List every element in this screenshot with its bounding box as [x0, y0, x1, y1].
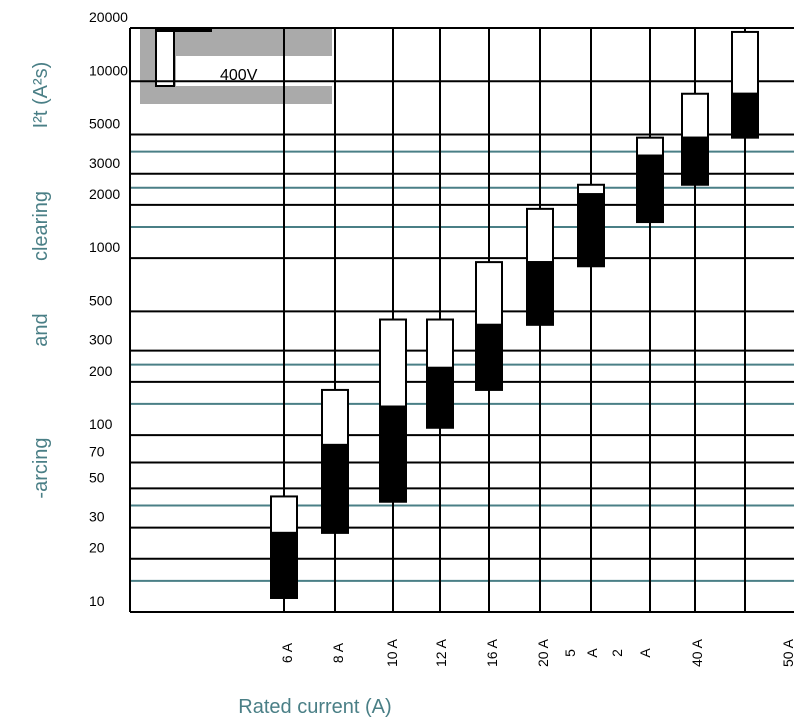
clearing-bar-8A: [321, 388, 349, 446]
y-tick-labels: 20000 10000 5000 3000 2000 1000 500 300 200 100 70…: [89, 9, 128, 609]
y-tick-label: 500: [89, 292, 113, 308]
voltage-annotation: 400V: [220, 67, 258, 84]
y-tick-label: 20000: [89, 9, 128, 25]
x-tick-label: 20 A: [535, 638, 551, 667]
y-tick-label: 3000: [89, 155, 120, 171]
y-tick-label: 300: [89, 332, 113, 348]
y-tick-label: 20: [89, 540, 105, 556]
pre-arcing-bar-32A: [636, 154, 664, 224]
y-tick-label: 10000: [89, 62, 128, 78]
y-tick-label: 200: [89, 363, 113, 379]
y-tick-label: 70: [89, 443, 105, 459]
y-tick-label: 30: [89, 509, 105, 525]
clearing-bar-20A: [526, 207, 554, 264]
x-tick-label: 50 A: [780, 638, 794, 667]
y-axis-title-part: I²t (A²s): [30, 62, 52, 129]
y-axis-title: -arcing and clearing I²t (A²s): [30, 62, 52, 499]
x-tick-label: 2: [609, 649, 625, 657]
clearing-bar-25A: [577, 183, 605, 196]
fuse-bars: [270, 30, 759, 599]
category-lines: [283, 28, 746, 612]
pre-arcing-bar-8A: [321, 443, 349, 534]
x-tick-label: 10 A: [384, 638, 400, 667]
clearing-bar-16A: [475, 261, 503, 326]
y-axis-title-part: clearing: [30, 191, 52, 261]
y-tick-label: 10: [89, 593, 105, 609]
y-tick-label: 50: [89, 469, 105, 485]
x-tick-label: 12 A: [433, 638, 449, 667]
pre-arcing-bar-10A: [379, 405, 407, 503]
y-tick-label: 1000: [89, 239, 120, 255]
y-tick-label: 2000: [89, 186, 120, 202]
pre-arcing-bar-20A: [526, 261, 554, 326]
pre-arcing-bar-16A: [475, 323, 503, 391]
x-axis-title: Rated current (A): [238, 696, 391, 718]
y-tick-label: 100: [89, 416, 113, 432]
x-tick-label: 40 A: [689, 638, 705, 667]
x-tick-label: 16 A: [484, 638, 500, 667]
inset-fuse-box: [155, 29, 175, 87]
x-tick-label: 8 A: [330, 642, 346, 663]
x-tick-label: 5: [562, 649, 578, 657]
y-tick-label: 5000: [89, 116, 120, 132]
plot-frame: [129, 28, 794, 613]
pre-arcing-bar-50A: [731, 92, 759, 139]
pre-arcing-bar-40A: [681, 136, 709, 186]
clearing-bar-50A: [731, 30, 759, 95]
pre-arcing-bar-6A: [270, 531, 298, 599]
pre-arcing-bar-25A: [577, 193, 605, 268]
clearing-bar-12A: [426, 318, 454, 369]
y-axis-title-part: -arcing: [30, 437, 52, 498]
clearing-bar-40A: [681, 92, 709, 139]
clearing-bar-10A: [379, 318, 407, 408]
y-axis-title-part: and: [30, 313, 52, 346]
x-tick-label: A: [584, 648, 600, 658]
voltage-inset: 400V: [140, 28, 332, 104]
clearing-bar-6A: [270, 495, 298, 534]
x-tick-label: 6 A: [279, 642, 295, 663]
clearing-bar-32A: [636, 136, 664, 157]
x-tick-label: A: [637, 648, 653, 658]
pre-arcing-bar-12A: [426, 366, 454, 429]
